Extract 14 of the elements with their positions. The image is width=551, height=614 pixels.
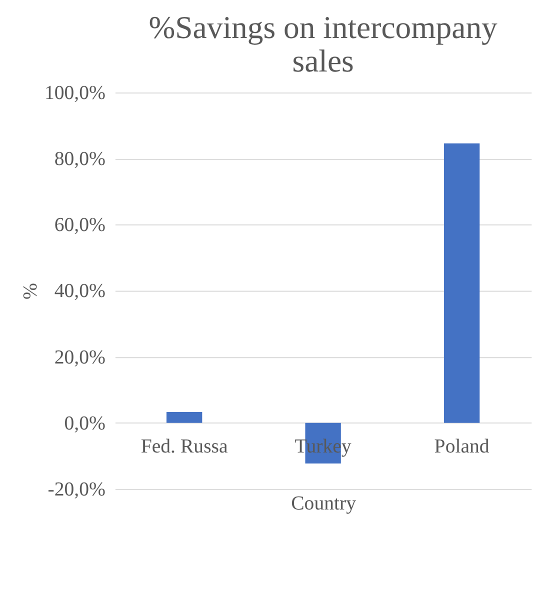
y-tick-label: -20,0% — [48, 478, 106, 500]
y-tick-label: 20,0% — [54, 346, 106, 368]
chart-title: %Savings on intercompany sales — [148, 10, 498, 79]
bar — [444, 143, 480, 423]
x-tick-label: Fed. Russa — [140, 436, 228, 458]
y-tick-label: 100,0% — [44, 82, 106, 104]
x-axis-title: Country — [291, 492, 356, 514]
y-tick-label: 0,0% — [64, 412, 106, 434]
y-tick-label: 40,0% — [54, 280, 106, 302]
x-tick-label: Poland — [434, 436, 490, 458]
y-axis-title: % — [20, 282, 42, 300]
y-tick-label: 80,0% — [54, 148, 106, 170]
bar — [166, 412, 202, 423]
y-tick-label: 60,0% — [54, 214, 106, 236]
